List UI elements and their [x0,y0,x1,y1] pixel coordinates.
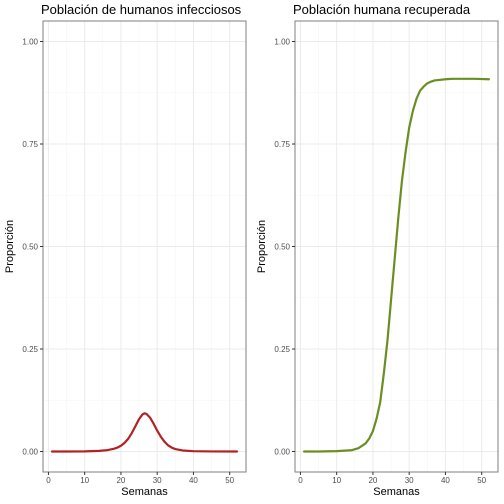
x-tick-label: 20 [368,476,377,485]
panel-1: 0 10 20 30 40 50 0.00 0.25 0.50 0.75 1.00 Población… [4,2,247,498]
y-tick-label: 1.00 [274,38,290,47]
x-tick-label: 20 [116,476,125,485]
x-tick-label: 40 [441,476,450,485]
x-tick-label: 0 [46,476,51,485]
y-tick-label: 0.00 [274,448,290,457]
x-tick-label: 10 [80,476,89,485]
x-axis-title: Semanas [121,486,168,498]
series-line-1 [302,77,491,453]
y-tick-label: 0.75 [274,140,290,149]
x-tick-label: 30 [405,476,414,485]
y-tick-label: 0.00 [22,448,38,457]
y-tick-label: 0.50 [22,243,38,252]
y-tick-label: 0.75 [22,140,38,149]
y-tick-label: 0.50 [274,243,290,252]
x-tick-label: 50 [477,476,486,485]
x-tick-label: 50 [225,476,234,485]
y-tick-label: 0.25 [274,345,290,354]
x-tick-label: 10 [332,476,341,485]
chart-title: Población de humanos infecciosos [41,2,242,17]
y-axis-title: Proporción [4,220,16,273]
chart-title: Población humana recuperada [293,2,471,17]
series-line-1 [50,412,239,453]
x-tick-label: 30 [153,476,162,485]
y-tick-label: 1.00 [22,38,38,47]
x-tick-label: 40 [189,476,198,485]
y-axis-title: Proporción [256,220,268,273]
x-tick-label: 0 [298,476,303,485]
x-axis-title: Semanas [373,486,420,498]
panel-2: 0 10 20 30 40 50 0.00 0.25 0.50 0.75 1.00 Población… [256,2,499,498]
y-tick-label: 0.25 [22,345,38,354]
